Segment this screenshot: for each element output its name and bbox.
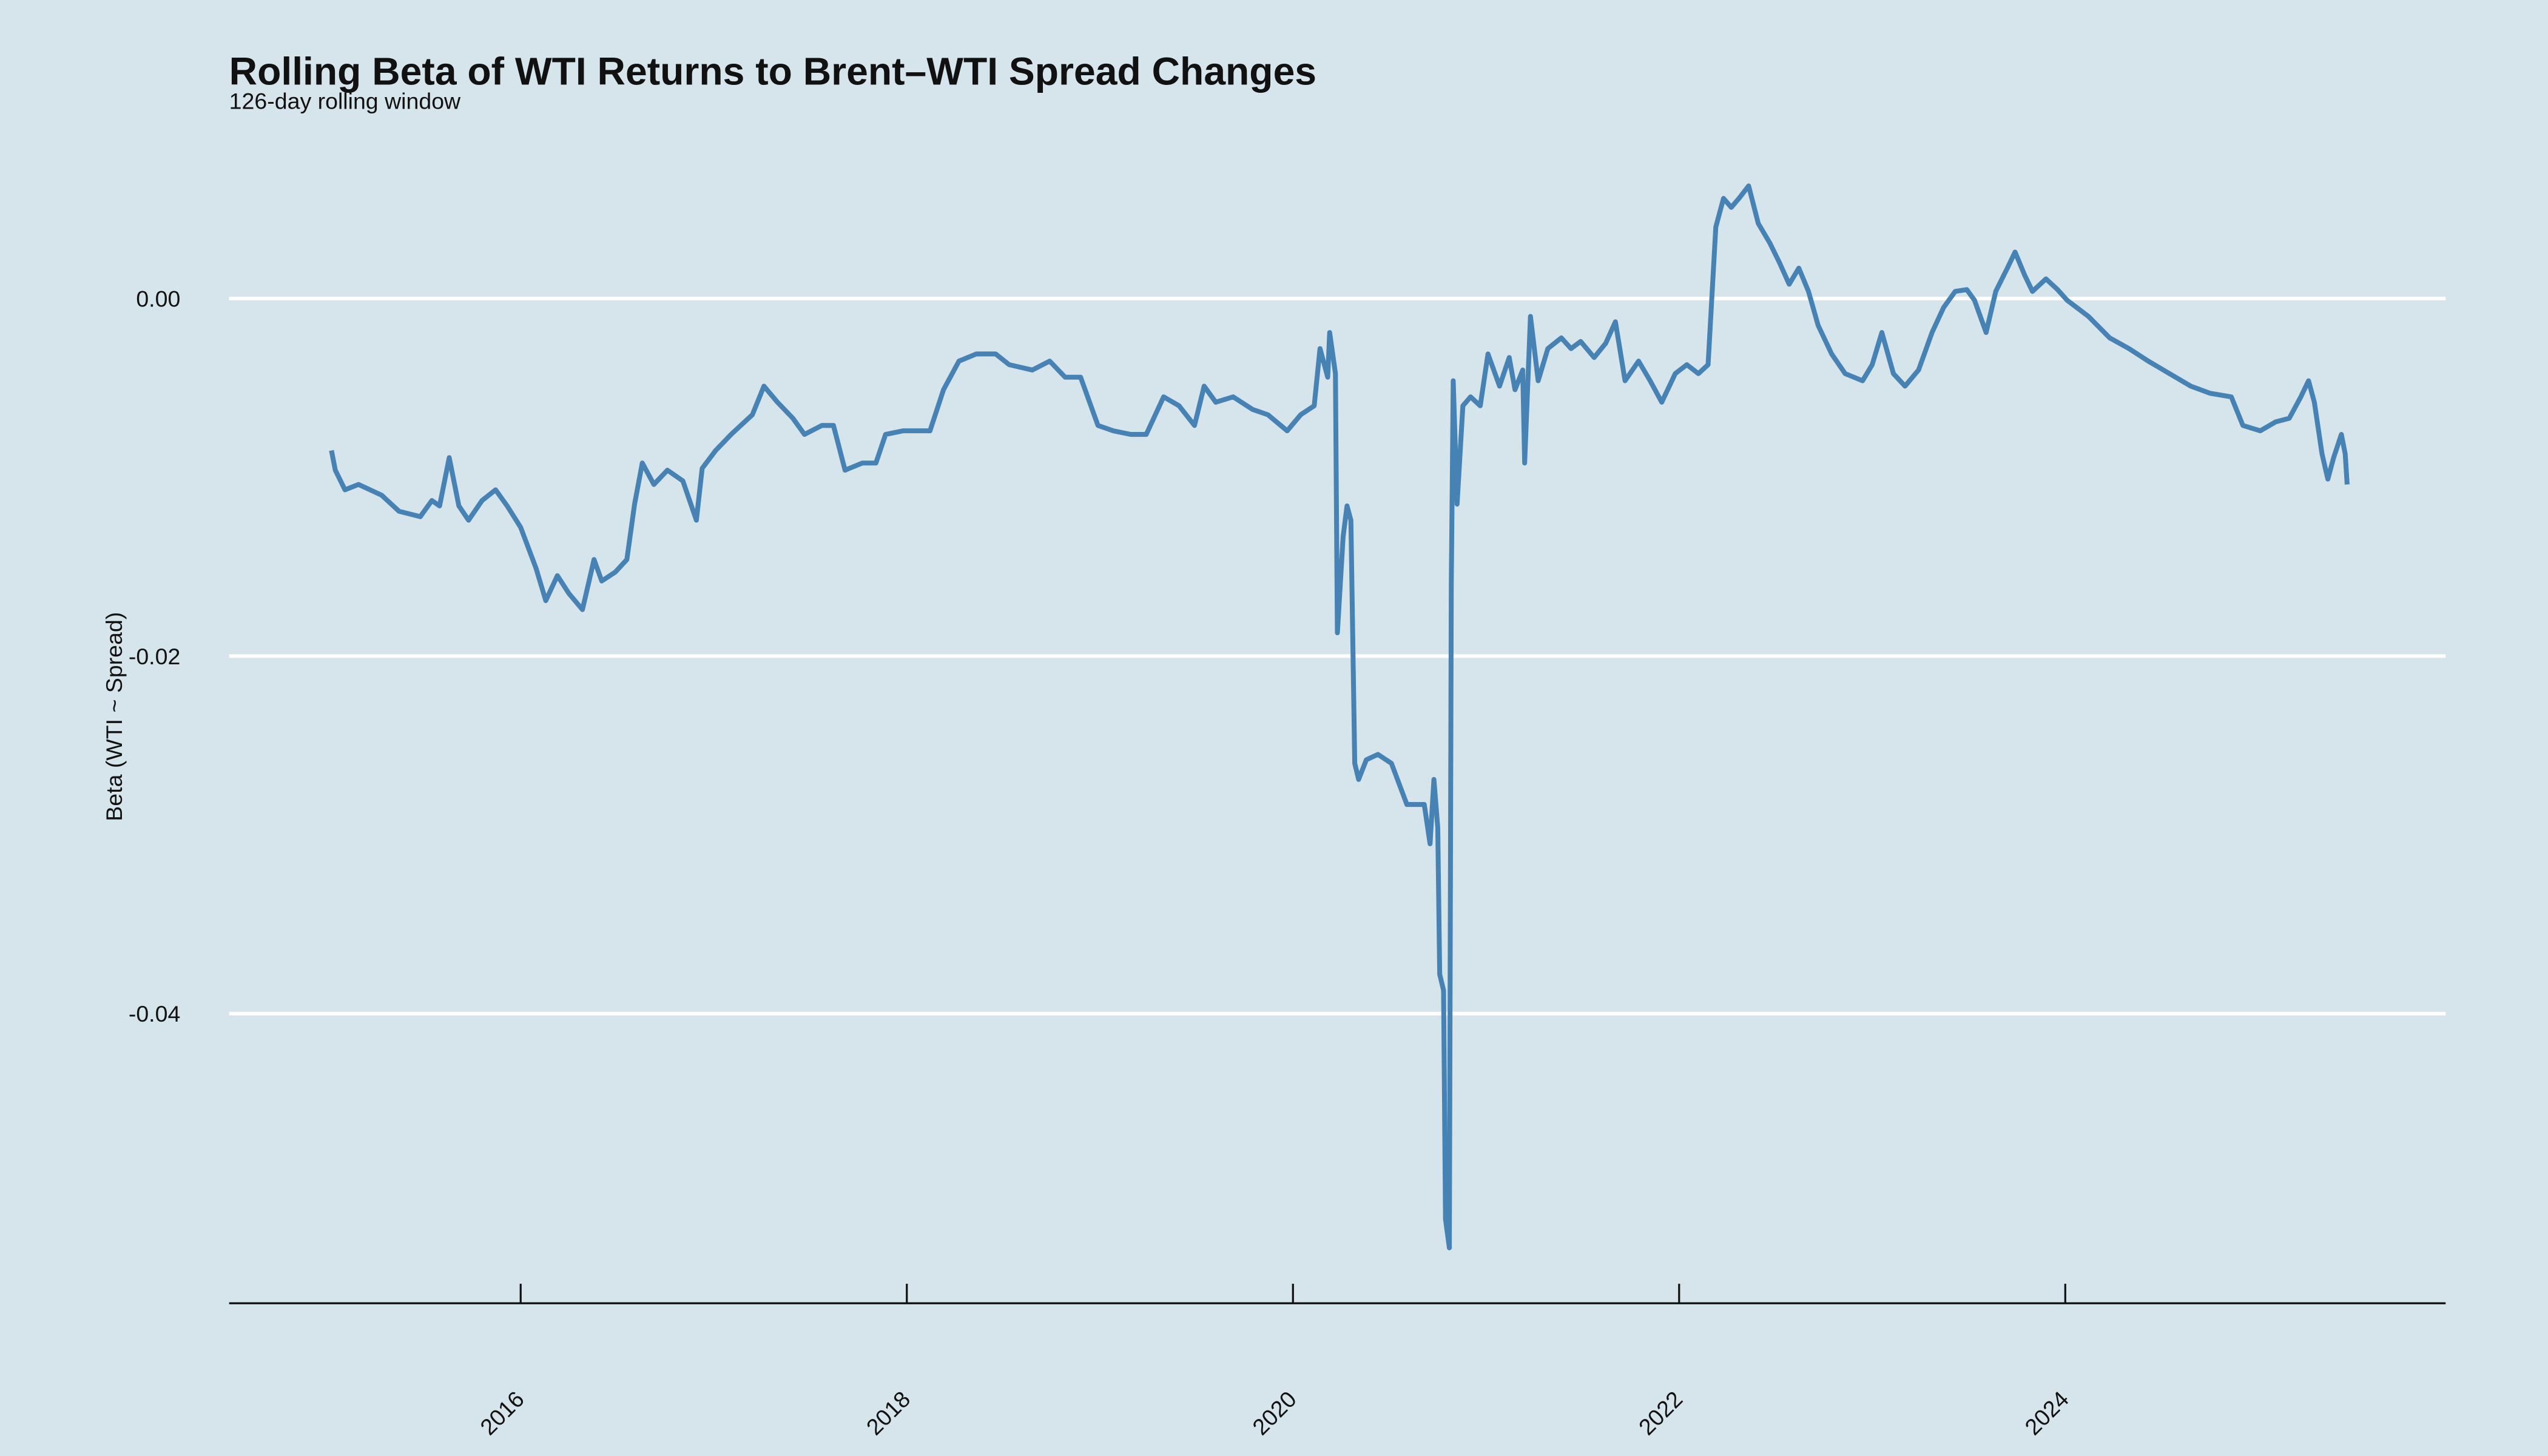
chart-title: Rolling Beta of WTI Returns to Brent–WTI… xyxy=(229,49,1316,93)
y-tick-label: -0.04 xyxy=(129,1001,180,1026)
y-tick-label: 0.00 xyxy=(136,286,180,311)
y-axis-label: Beta (WTI ~ Spread) xyxy=(101,612,127,821)
chart-subtitle: 126-day rolling window xyxy=(229,88,461,113)
data-line xyxy=(329,183,2350,1250)
y-tick-label: -0.02 xyxy=(129,644,180,669)
